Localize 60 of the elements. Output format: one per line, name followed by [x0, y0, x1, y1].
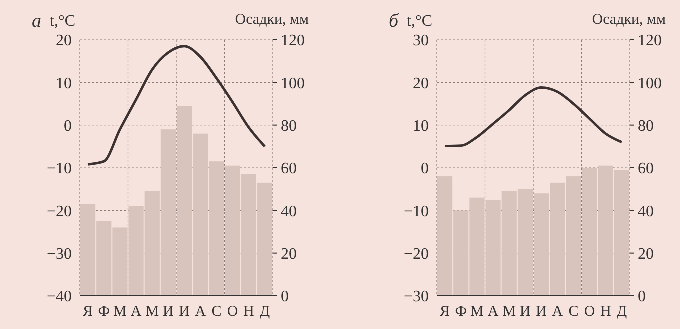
y-tick-label: −30 — [404, 288, 429, 306]
y-tick-label: −40 — [46, 288, 72, 306]
x-tick-label: М — [146, 304, 160, 320]
line-series — [444, 86, 624, 148]
y2-tick-label: 20 — [638, 246, 654, 263]
x-tick-label: О — [584, 304, 596, 320]
y2-tick-label: 60 — [638, 160, 654, 178]
x-tick-label: М — [470, 304, 484, 320]
x-tick-label: С — [568, 304, 579, 320]
y-tick-label: 20 — [413, 75, 429, 92]
y2-tick-label: 120 — [281, 32, 305, 50]
y2-tick-label: 60 — [281, 160, 297, 178]
line-series — [86, 45, 266, 166]
y2-tick-label: 0 — [638, 288, 646, 306]
y-tick-label: 20 — [56, 32, 72, 50]
x-tick-label: А — [195, 304, 206, 320]
x-tick-label: Ф — [455, 304, 468, 320]
y2-tick-label: 80 — [638, 118, 654, 135]
x-tick-label: И — [163, 304, 174, 320]
y2-axis-title: Осадки, мм — [235, 12, 310, 28]
y-tick-label: −10 — [46, 160, 72, 178]
x-tick-label: И — [536, 304, 548, 320]
x-tick-label: А — [130, 304, 142, 320]
y-tick-label: 0 — [64, 118, 72, 135]
x-tick-label: М — [114, 304, 127, 320]
x-tick-label: О — [227, 304, 238, 320]
y-tick-label: 0 — [421, 160, 429, 178]
y2-tick-label: 120 — [638, 32, 662, 50]
x-tick-label: Н — [600, 304, 612, 320]
y2-tick-label: 40 — [638, 203, 654, 220]
x-tick-label: С — [212, 304, 222, 320]
x-tick-label: И — [179, 304, 190, 320]
y2-tick-label: 0 — [281, 288, 289, 306]
y2-tick-label: 40 — [281, 203, 297, 220]
y2-axis-title: Осадки, мм — [592, 12, 667, 28]
y-tick-label: 10 — [413, 118, 429, 135]
x-tick-label: А — [552, 304, 564, 320]
y-tick-label: −30 — [46, 246, 72, 263]
x-tick-label: А — [488, 304, 499, 320]
x-tick-label: Ф — [98, 304, 110, 320]
x-tick-label: Д — [616, 304, 628, 320]
y2-tick-label: 20 — [281, 246, 297, 263]
y2-tick-label: 80 — [281, 118, 297, 135]
x-tick-label: Я — [440, 304, 450, 320]
y-tick-label: −20 — [404, 246, 429, 263]
x-tick-label: Н — [243, 304, 254, 320]
y-tick-label: −20 — [46, 203, 72, 220]
chart-title: а — [32, 11, 42, 32]
x-tick-label: М — [502, 304, 516, 320]
y2-tick-label: 100 — [638, 75, 662, 92]
y-axis-title: t,°C — [407, 13, 433, 30]
x-tick-label: И — [520, 304, 532, 320]
x-tick-label: Д — [260, 304, 270, 320]
y-tick-label: 10 — [56, 75, 72, 92]
y2-tick-label: 100 — [281, 75, 305, 92]
y-tick-label: 30 — [413, 32, 429, 50]
y-axis-title: t,°C — [50, 13, 76, 30]
chart-title: б — [389, 11, 400, 32]
y-tick-label: −10 — [404, 203, 429, 220]
x-tick-label: Я — [83, 304, 94, 320]
